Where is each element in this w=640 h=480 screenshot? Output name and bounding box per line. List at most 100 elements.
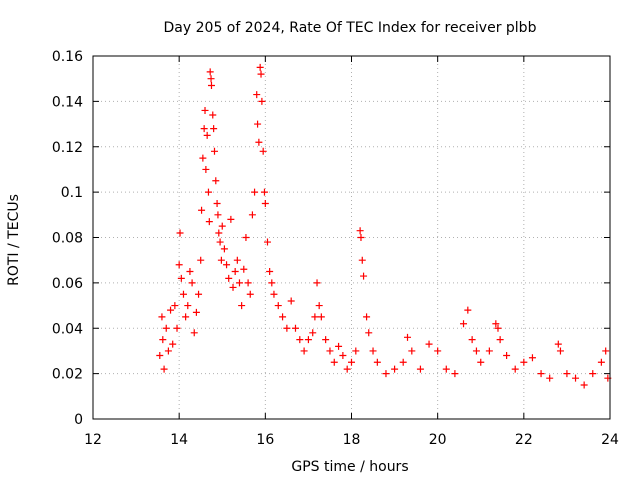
y-tick-label: 0.08	[52, 231, 83, 247]
data-point	[179, 290, 187, 298]
data-point	[210, 125, 218, 133]
data-point	[171, 302, 179, 310]
chart-title: Day 205 of 2024, Rate Of TEC Index for r…	[164, 20, 537, 36]
data-point	[235, 279, 243, 287]
data-point	[597, 358, 605, 366]
data-point	[464, 306, 472, 314]
data-point	[339, 351, 347, 359]
data-point	[162, 324, 170, 332]
data-point	[160, 365, 168, 373]
data-point	[261, 199, 269, 207]
data-point	[164, 347, 172, 355]
data-point	[485, 347, 493, 355]
x-tick-label: 12	[84, 432, 102, 448]
data-point	[231, 268, 239, 276]
data-point	[177, 274, 185, 282]
data-point	[580, 381, 588, 389]
data-point	[190, 329, 198, 337]
data-point	[511, 365, 519, 373]
data-point	[223, 261, 231, 269]
data-point	[203, 131, 211, 139]
plot-frame	[92, 55, 611, 420]
data-point	[373, 358, 381, 366]
x-axis-label: GPS time / hours	[291, 459, 408, 475]
data-point	[213, 199, 221, 207]
data-point	[404, 333, 412, 341]
data-point	[255, 138, 263, 146]
data-point	[227, 215, 235, 223]
data-point	[335, 342, 343, 350]
data-point	[176, 229, 184, 237]
data-point	[182, 313, 190, 321]
data-point	[311, 313, 319, 321]
data-point	[494, 324, 502, 332]
y-axis-label: ROTI / TECUs	[6, 194, 22, 286]
data-point	[365, 329, 373, 337]
data-point	[159, 336, 167, 344]
data-point	[468, 336, 476, 344]
data-point	[391, 365, 399, 373]
data-point	[520, 358, 528, 366]
y-tick-label: 0.06	[52, 276, 83, 292]
data-point	[258, 97, 266, 105]
data-point	[326, 347, 334, 355]
data-point	[408, 347, 416, 355]
data-point	[287, 297, 295, 305]
data-point	[503, 351, 511, 359]
data-point	[352, 347, 360, 355]
data-point	[363, 313, 371, 321]
data-point	[240, 265, 248, 273]
data-point	[546, 374, 554, 382]
data-point	[554, 340, 562, 348]
data-point	[197, 256, 205, 264]
data-point	[309, 329, 317, 337]
data-point	[313, 279, 321, 287]
data-point	[528, 354, 536, 362]
data-point	[270, 290, 278, 298]
data-point	[202, 165, 210, 173]
data-point	[283, 324, 291, 332]
data-point	[357, 234, 365, 241]
data-point	[296, 336, 304, 344]
data-point	[195, 290, 203, 298]
data-point	[589, 370, 597, 378]
data-point	[291, 324, 299, 332]
x-tick-label: 16	[256, 432, 274, 448]
data-point	[343, 365, 351, 373]
data-point	[369, 347, 377, 355]
data-point	[233, 256, 241, 264]
axes-layer: 12 14 16 18 20 22 24 0 0.02 0.04 0.06 0.08 0.1 0.12 0.…	[52, 49, 619, 448]
y-tick-label: 0.1	[61, 185, 83, 201]
data-point	[209, 111, 217, 119]
data-point	[212, 177, 220, 185]
y-tick-label: 0	[74, 412, 83, 428]
data-point	[242, 234, 250, 241]
data-point	[205, 218, 213, 226]
data-point	[217, 256, 225, 264]
data-point	[257, 70, 265, 78]
data-point	[315, 302, 323, 310]
y-tick-label: 0.12	[52, 140, 83, 156]
data-point	[492, 320, 500, 328]
data-point	[156, 351, 164, 359]
data-point	[263, 238, 271, 246]
data-point	[201, 106, 209, 114]
data-point	[260, 188, 268, 196]
data-point	[169, 340, 177, 348]
data-point	[215, 229, 223, 237]
data-point	[253, 91, 261, 99]
data-point	[416, 365, 424, 373]
data-point	[225, 274, 233, 282]
y-tick-label: 0.14	[52, 94, 83, 110]
data-point	[204, 188, 212, 196]
data-point	[207, 75, 215, 83]
data-point	[425, 340, 433, 348]
data-point	[259, 147, 267, 155]
data-point	[207, 81, 215, 89]
data-point	[244, 279, 252, 287]
data-point	[199, 154, 207, 162]
data-point	[434, 347, 442, 355]
data-point	[173, 324, 181, 332]
data-point	[563, 370, 571, 378]
